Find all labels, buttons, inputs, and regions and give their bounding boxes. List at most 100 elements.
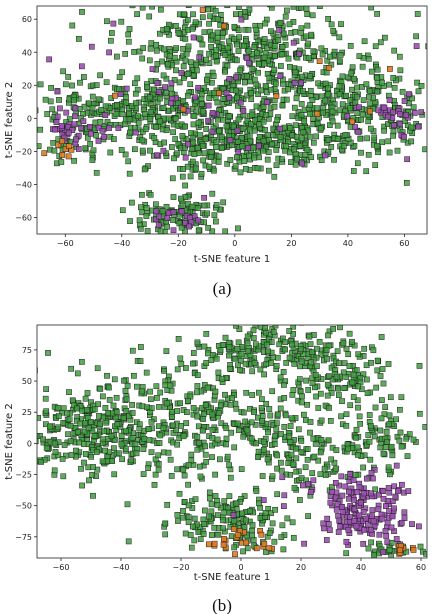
point-majority [157,228,164,234]
point-majority [328,21,335,28]
point-majority [211,90,217,96]
point-majority [301,118,308,125]
point-minority [233,74,239,81]
point-majority [278,467,285,474]
point-majority [287,63,293,70]
point-majority [206,495,213,502]
x-tick-label: 60 [416,563,426,572]
point-majority [310,48,317,55]
point-majority [235,138,241,145]
point-minority [72,113,78,120]
point-majority [153,383,160,390]
x-tick-label: −40 [113,239,130,248]
point-majority [95,401,101,408]
point-majority [208,43,214,50]
point-majority [204,210,210,217]
point-minority [276,125,283,132]
point-majority [64,410,71,417]
point-rare [216,90,222,96]
point-majority [141,111,148,117]
point-rare [221,23,227,29]
point-majority [237,367,243,373]
point-majority [157,95,163,102]
point-majority [290,6,297,10]
point-majority [353,434,360,441]
point-majority [241,158,248,164]
point-majority [256,61,262,67]
x-ticks-a: −60 −40 −20 0 20 40 60 [57,234,409,248]
point-minority [360,490,367,497]
point-majority [54,404,61,411]
point-majority [319,51,326,58]
point-minority [263,99,270,106]
point-minority [58,123,65,129]
point-majority [284,515,291,522]
point-minority [321,525,327,532]
point-majority [111,445,117,452]
point-majority [203,126,210,132]
point-majority [368,359,374,366]
point-minority [201,194,207,201]
point-majority [154,238,159,243]
point-majority [251,44,258,50]
point-minority [149,66,156,72]
point-majority [163,203,170,210]
point-majority [202,443,209,450]
point-majority [198,91,205,98]
point-majority [288,415,295,422]
point-majority [78,465,84,472]
point-majority [208,501,215,508]
point-majority [153,124,159,130]
point-majority [62,81,69,88]
point-majority [251,127,258,134]
point-majority [315,457,322,464]
point-majority [164,502,171,508]
point-majority [128,457,135,464]
point-majority [217,11,224,18]
point-majority [259,473,266,479]
point-majority [153,41,160,48]
point-majority [223,425,230,432]
point-majority [349,64,356,71]
point-majority [385,361,392,367]
point-majority [347,105,353,112]
point-majority [194,433,201,440]
point-majority [138,204,144,211]
point-majority [299,73,305,80]
point-minority [395,488,401,495]
point-majority [132,441,139,447]
point-majority [157,30,163,37]
point-majority [304,146,311,153]
point-majority [190,11,196,18]
point-majority [243,165,249,172]
point-minority [223,90,230,96]
point-majority [358,116,365,123]
point-minority [340,509,346,516]
x-tick-label: 40 [356,563,366,572]
point-majority [266,0,271,4]
point-majority [418,82,425,89]
point-majority [287,439,294,445]
point-majority [123,428,129,435]
point-minority [361,527,368,533]
point-majority [185,519,192,526]
point-majority [99,436,106,443]
point-majority [213,355,220,362]
point-majority [374,11,380,17]
point-majority [365,151,372,158]
point-majority [174,466,180,473]
point-majority [380,450,387,457]
point-majority [51,147,58,154]
point-minority [384,519,391,526]
point-majority [190,360,196,367]
point-majority [223,441,229,448]
point-minority [72,105,79,112]
x-tick-label: −20 [170,239,187,248]
point-majority [307,87,314,94]
point-majority [243,38,249,45]
point-majority [244,340,251,347]
point-majority [213,218,219,225]
point-majority [85,464,92,471]
point-majority [255,69,261,76]
point-majority [132,90,139,97]
